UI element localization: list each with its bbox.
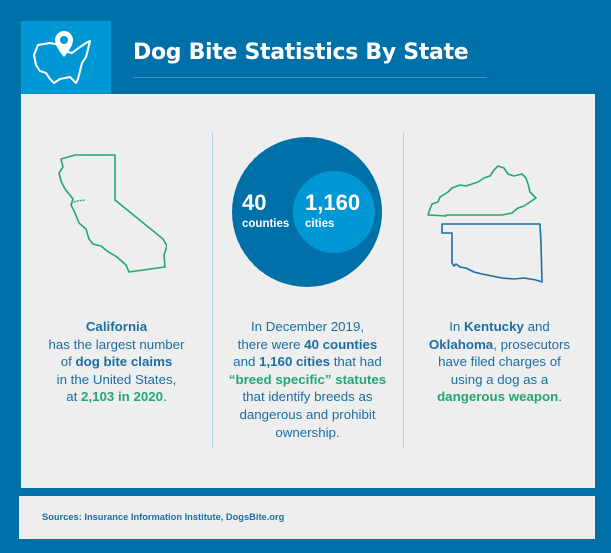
california-outline-icon	[58, 154, 167, 273]
california-stat-text: California has the largest number of dog…	[48, 319, 185, 405]
title-underline	[133, 77, 487, 78]
page-title: Dog Bite Statistics By State	[133, 40, 469, 65]
header-icon-box	[21, 21, 111, 94]
column-divider	[403, 133, 404, 448]
counties-stat: 40 counties	[242, 190, 290, 231]
kentucky-oklahoma-outline-icon	[427, 165, 543, 283]
state-name: California	[85, 319, 148, 334]
stats-panel: California has the largest number of dog…	[21, 94, 595, 488]
cities-circle	[293, 171, 375, 253]
us-map-location-pin-icon	[33, 31, 91, 84]
cities-stat: 1,160 cities	[305, 190, 361, 231]
column-divider	[212, 133, 213, 448]
dangerous-weapon-text: In Kentucky and Oklahoma, prosecutors ha…	[428, 319, 571, 405]
sources-text: Sources: Insurance Information Institute…	[42, 512, 285, 522]
claims-value: 2,103 in 2020	[81, 389, 164, 405]
sources-footer: Sources: Insurance Information Institute…	[19, 496, 595, 539]
breed-statutes-text: In December 2019, there were 40 counties…	[228, 319, 387, 440]
